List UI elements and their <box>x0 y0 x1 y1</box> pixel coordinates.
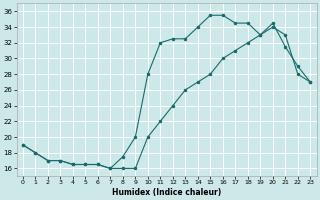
X-axis label: Humidex (Indice chaleur): Humidex (Indice chaleur) <box>112 188 221 197</box>
